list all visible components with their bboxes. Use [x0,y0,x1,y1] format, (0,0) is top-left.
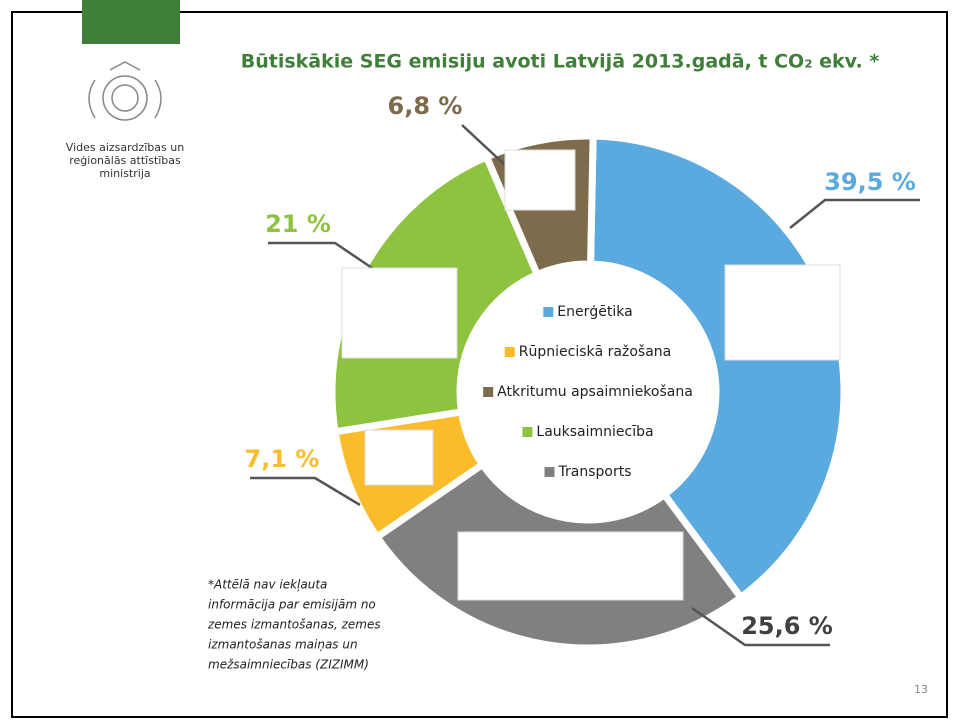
legend-swatch [483,387,494,397]
value-label: 39,5 % [824,168,916,196]
legend-label: Enerģētika [557,304,632,320]
leaders [250,124,920,647]
header-block [82,0,180,44]
leader-line [461,124,506,166]
icon-factory [364,429,434,486]
ministry-line: Vides aizsardzības un [66,141,184,154]
footnote: *Attēlā nav iekļauta informācija par emi… [207,578,381,672]
leader-line [268,241,376,272]
footnote-line: mežsaimniecības (ZIZIMM) [208,658,369,672]
value-label: 21 % [265,210,331,238]
legend-label: Atkritumu apsaimniekošana [497,384,693,400]
icon-bottle [504,149,576,211]
page-number: 13 [914,683,928,696]
value-label: 7,1 % [245,445,320,473]
legend-label: Transports [558,464,632,480]
icons [341,149,841,601]
footnote-line: informācija par emisijām no [208,598,376,612]
icon-car [457,531,684,601]
footnote-line: *Attēlā nav iekļauta [208,578,327,592]
legend-swatch [504,347,515,357]
footnote-line: zemes izmantošanas, zemes [207,618,381,632]
pie-slice [586,132,848,603]
icon-power-line [724,264,841,361]
legend-label: Lauksaimniecība [536,424,653,440]
legend-swatch [544,467,555,477]
legend-swatch [543,307,554,317]
leader-line [691,606,830,647]
leader-line [789,198,920,229]
legend-label: Rūpnieciskā ražošana [519,344,671,360]
footnote-line: izmantošanas maiņas un [208,638,358,652]
value-label: 25,6 % [741,612,833,640]
leader-line [250,476,361,507]
value-label: 6,8 % [388,92,463,120]
icon-agriculture [341,267,458,359]
ministry-line: ministrija [99,167,150,180]
emblem [88,61,162,121]
ministry-line: reģionālās attīstības [69,154,181,167]
legend-swatch [522,427,533,437]
chart-title: Būtiskākie SEG emisiju avoti Latvijā 201… [241,51,880,73]
